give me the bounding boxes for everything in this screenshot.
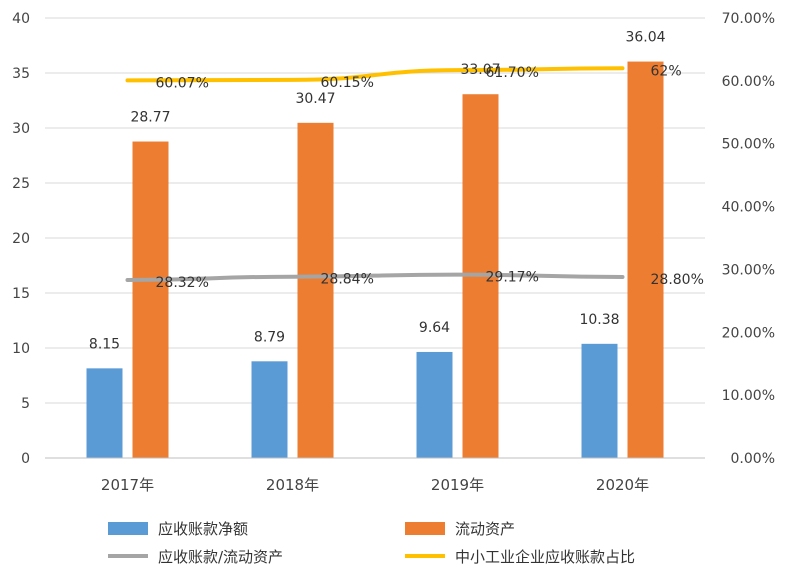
line-data-label: 60.07% [156, 75, 209, 91]
line-series [125, 66, 625, 282]
right-tick-label: 30.00% [722, 262, 775, 278]
data-labels: 8.15 8.79 9.64 10.38 28.77 30.47 33.07 36.04 28.… [89, 30, 704, 353]
left-tick-label: 40 [12, 11, 30, 27]
x-tick-label: 2019年 [431, 476, 484, 494]
left-tick-label: 10 [12, 341, 30, 357]
right-tick-label: 50.00% [722, 137, 775, 153]
bar-data-label: 36.04 [625, 30, 665, 46]
right-tick-label: 10.00% [722, 388, 775, 404]
bar-data-label: 8.79 [254, 329, 285, 345]
bar [132, 141, 169, 458]
bar [627, 61, 664, 459]
bar-data-label: 30.47 [295, 91, 335, 107]
bar-series [86, 61, 664, 459]
left-tick-label: 20 [12, 231, 30, 247]
right-tick-label: 20.00% [722, 325, 775, 341]
left-tick-label: 5 [21, 396, 30, 412]
bar-data-label: 8.15 [89, 336, 120, 352]
line-data-label: 28.32% [156, 275, 209, 291]
legend-label: 流动资产 [455, 520, 515, 538]
series-line [125, 272, 625, 282]
right-y-axis: 0.00% 10.00% 20.00% 30.00% 40.00% 50.00% 60.00… [722, 11, 775, 467]
x-tick-label: 2020年 [596, 476, 649, 494]
line-data-label: 60.15% [321, 75, 374, 91]
legend-label: 中小工业企业应收账款占比 [455, 548, 635, 566]
left-tick-label: 25 [12, 176, 30, 192]
line-data-label: 61.70% [486, 65, 539, 81]
line-data-label: 62% [651, 63, 682, 79]
right-tick-label: 0.00% [731, 451, 775, 467]
x-tick-label: 2017年 [101, 476, 154, 494]
line-data-label: 28.84% [321, 272, 374, 288]
legend-swatch [405, 522, 445, 535]
legend-label: 应收账款净额 [158, 520, 248, 538]
bar [581, 343, 618, 458]
bar [86, 368, 123, 458]
left-tick-label: 30 [12, 121, 30, 137]
bar [416, 351, 453, 458]
bar-data-label: 33.07 [460, 62, 500, 78]
left-y-axis: 0 5 10 15 20 25 30 35 40 [12, 11, 30, 467]
bar-data-label: 10.38 [579, 312, 619, 328]
x-axis: 2017年 2018年 2019年 2020年 [45, 457, 705, 494]
line-data-label: 28.80% [651, 272, 704, 288]
right-tick-label: 40.00% [722, 200, 775, 216]
line-data-label: 29.17% [486, 270, 539, 286]
legend-swatch [108, 522, 148, 535]
bar [297, 122, 334, 458]
series-line [125, 66, 625, 83]
right-tick-label: 60.00% [722, 74, 775, 90]
x-tick-label: 2018年 [266, 476, 319, 494]
left-tick-label: 15 [12, 286, 30, 302]
left-tick-label: 0 [21, 451, 30, 467]
bar [251, 361, 288, 458]
left-tick-label: 35 [12, 66, 30, 82]
bar-data-label: 9.64 [419, 320, 450, 336]
right-tick-label: 70.00% [722, 11, 775, 27]
legend-label: 应收账款/流动资产 [158, 548, 283, 566]
bar-data-label: 28.77 [130, 110, 170, 126]
